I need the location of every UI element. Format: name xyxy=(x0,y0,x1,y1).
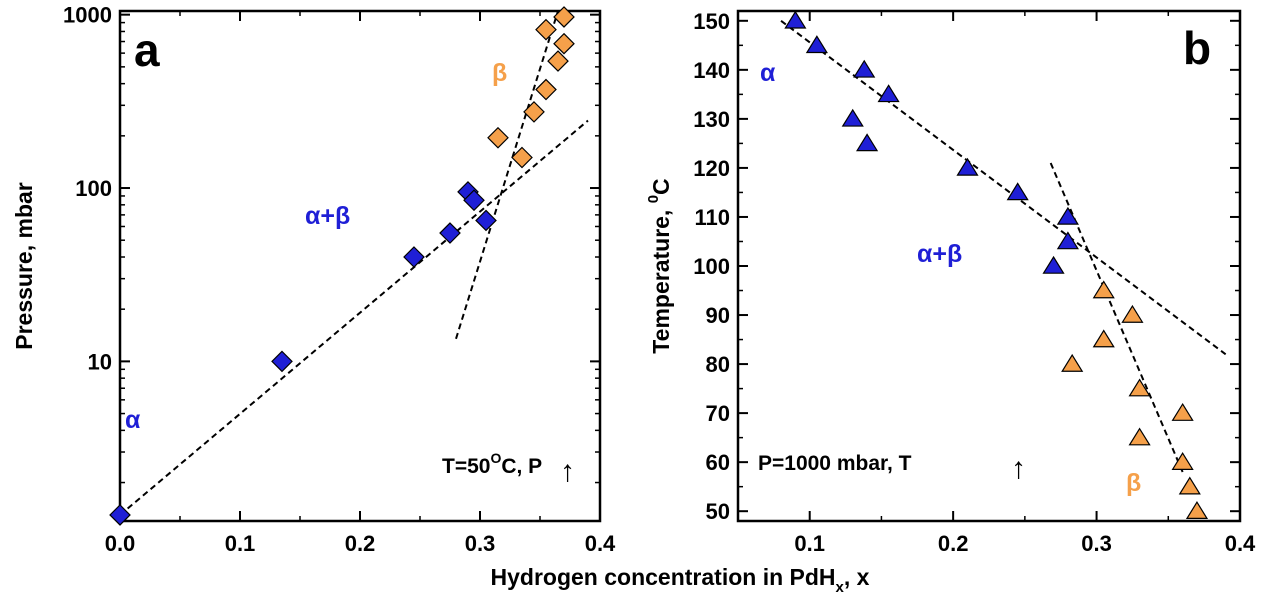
panel-a-condition-sup: O xyxy=(490,450,501,466)
panel-b-x-tick-label: 0.1 xyxy=(794,531,825,556)
panel-a-alpha-point xyxy=(109,504,131,526)
panel-a-letter: a xyxy=(134,24,160,76)
panel-a-condition-suffix: C, P xyxy=(501,455,542,478)
panel-a-alpha-point xyxy=(271,350,293,373)
panel-b-alpha-point xyxy=(1042,255,1065,274)
panel-a-beta-point xyxy=(511,146,533,169)
panel-b-points xyxy=(784,10,1209,519)
panel-b-alpha-beta-label: α+β xyxy=(917,240,962,268)
panel-b-beta-point xyxy=(1092,280,1115,299)
panel-b-y-tick-label: 120 xyxy=(693,156,730,181)
panel-b-alpha-point xyxy=(853,59,876,78)
panel-a-x-tick-label: 0.4 xyxy=(585,531,616,556)
panel-b: 0.1 0.2 0.3 0.4 50 60 70 80 90 100 110 120 130 140 15… xyxy=(645,9,1256,556)
panel-b-x-tick-label: 0.3 xyxy=(1081,531,1112,556)
panel-a-beta-point xyxy=(553,6,575,28)
panel-a: 0.0 0.1 0.2 0.3 0.4 10 100 1000 a α α+β β T=50… xyxy=(11,3,616,556)
panel-a-y-tick-label: 10 xyxy=(88,349,112,374)
panel-b-x-ticks: 0.1 0.2 0.3 0.4 xyxy=(737,11,1256,556)
panel-b-beta-point xyxy=(1121,304,1144,323)
panel-b-alpha-point xyxy=(1056,206,1079,225)
panel-b-alpha-point xyxy=(956,157,979,176)
panel-b-beta-point xyxy=(1092,329,1115,348)
panel-a-alpha-point xyxy=(403,246,425,268)
panel-b-alpha-point xyxy=(877,84,900,103)
panel-b-beta-point xyxy=(1061,353,1084,372)
panel-b-letter: b xyxy=(1183,22,1211,74)
panel-b-y-tick-label: 60 xyxy=(706,450,730,475)
panel-b-y-axis-title-tail: C xyxy=(648,178,674,195)
panel-a-beta-label: β xyxy=(492,59,507,87)
panel-a-beta-point xyxy=(535,18,557,41)
panel-a-x-ticks: 0.0 0.1 0.2 0.3 0.4 xyxy=(105,11,616,556)
panel-b-y-tick-label: 130 xyxy=(693,107,730,132)
panel-b-beta-point xyxy=(1185,501,1209,519)
panel-a-y-ticks: 10 100 1000 xyxy=(63,3,600,484)
panel-b-x-tick-label: 0.4 xyxy=(1225,531,1256,556)
panel-b-y-tick-label: 100 xyxy=(693,254,730,279)
shared-x-axis-title-main: Hydrogen concentration in PdH xyxy=(491,564,836,590)
panel-a-y-axis-title: Pressure, mbar xyxy=(11,182,37,350)
panel-a-fit-lines xyxy=(119,10,589,516)
panel-a-arrow: ↑ xyxy=(560,455,575,488)
panel-b-beta-point xyxy=(1128,427,1151,446)
panel-a-alpha-point xyxy=(439,222,461,244)
panel-b-arrow: ↑ xyxy=(1011,452,1026,485)
panel-b-y-tick-label: 50 xyxy=(706,499,730,524)
panel-a-beta-point xyxy=(553,32,575,55)
panel-a-frame xyxy=(118,9,602,523)
panel-a-beta-point xyxy=(535,78,557,101)
panel-a-beta-point xyxy=(547,50,569,72)
panel-a-x-tick-label: 0.0 xyxy=(105,531,136,556)
panel-a-y-tick-label: 1000 xyxy=(63,3,112,28)
panel-a-points xyxy=(109,6,575,526)
shared-x-axis-title-tail: , x xyxy=(844,564,870,590)
panel-b-condition: P=1000 mbar, T xyxy=(758,452,912,475)
panel-b-y-axis-title: Temperature, 0C xyxy=(645,178,674,353)
panel-b-y-ticks: 50 60 70 80 90 100 110 120 130 140 150 xyxy=(693,9,1240,524)
panel-b-y-tick-label: 140 xyxy=(693,58,730,83)
panel-b-alpha-point xyxy=(784,10,807,29)
panel-b-alpha-point xyxy=(1056,231,1079,250)
panel-b-y-tick-label: 150 xyxy=(693,9,730,34)
panel-b-beta-point xyxy=(1171,402,1194,421)
panel-b-beta-label: β xyxy=(1126,469,1141,497)
panel-b-fit-line xyxy=(1049,162,1184,473)
panel-b-y-tick-label: 80 xyxy=(706,352,730,377)
shared-x-axis-title: Hydrogen concentration in PdHx, x xyxy=(491,564,870,596)
panel-b-beta-point xyxy=(1178,476,1201,495)
panel-a-x-tick-label: 0.3 xyxy=(465,531,496,556)
panel-b-y-tick-label: 90 xyxy=(706,303,730,328)
panel-a-alpha-label: α xyxy=(125,406,141,434)
panel-b-fit-lines xyxy=(780,20,1227,473)
panel-a-x-tick-label: 0.1 xyxy=(225,531,256,556)
panel-b-alpha-point xyxy=(856,133,879,152)
shared-x-axis-title-sub: x xyxy=(836,579,845,596)
panel-b-fit-line xyxy=(780,20,1227,356)
panel-a-beta-point xyxy=(523,101,545,123)
panel-a-beta-point xyxy=(487,126,509,149)
panel-b-beta-point xyxy=(1171,452,1194,470)
panel-b-beta-point xyxy=(1128,378,1151,397)
panel-a-y-tick-label: 100 xyxy=(75,176,112,201)
panel-a-alpha-point xyxy=(475,209,497,232)
panel-b-y-tick-label: 110 xyxy=(695,205,731,230)
panel-a-condition-prefix: T=50 xyxy=(442,455,490,478)
panel-b-alpha-label: α xyxy=(760,59,776,87)
panel-a-x-tick-label: 0.2 xyxy=(345,531,376,556)
panel-a-alpha-point xyxy=(463,189,485,212)
panel-b-alpha-point xyxy=(805,35,828,54)
panel-b-alpha-point xyxy=(841,108,864,127)
panel-b-y-axis-title-sup: 0 xyxy=(645,195,662,203)
panel-b-x-tick-label: 0.2 xyxy=(938,531,969,556)
panel-a-condition: T=50OC, P xyxy=(442,450,542,478)
panel-b-y-axis-title-main: Temperature, xyxy=(648,203,674,353)
panel-b-y-tick-label: 70 xyxy=(706,401,730,426)
panel-b-frame xyxy=(736,9,1242,523)
panel-a-fit-line xyxy=(455,10,559,340)
panel-a-fit-line xyxy=(119,119,589,516)
panel-b-alpha-point xyxy=(1006,182,1029,201)
panel-a-alpha-beta-label: α+β xyxy=(305,202,350,230)
